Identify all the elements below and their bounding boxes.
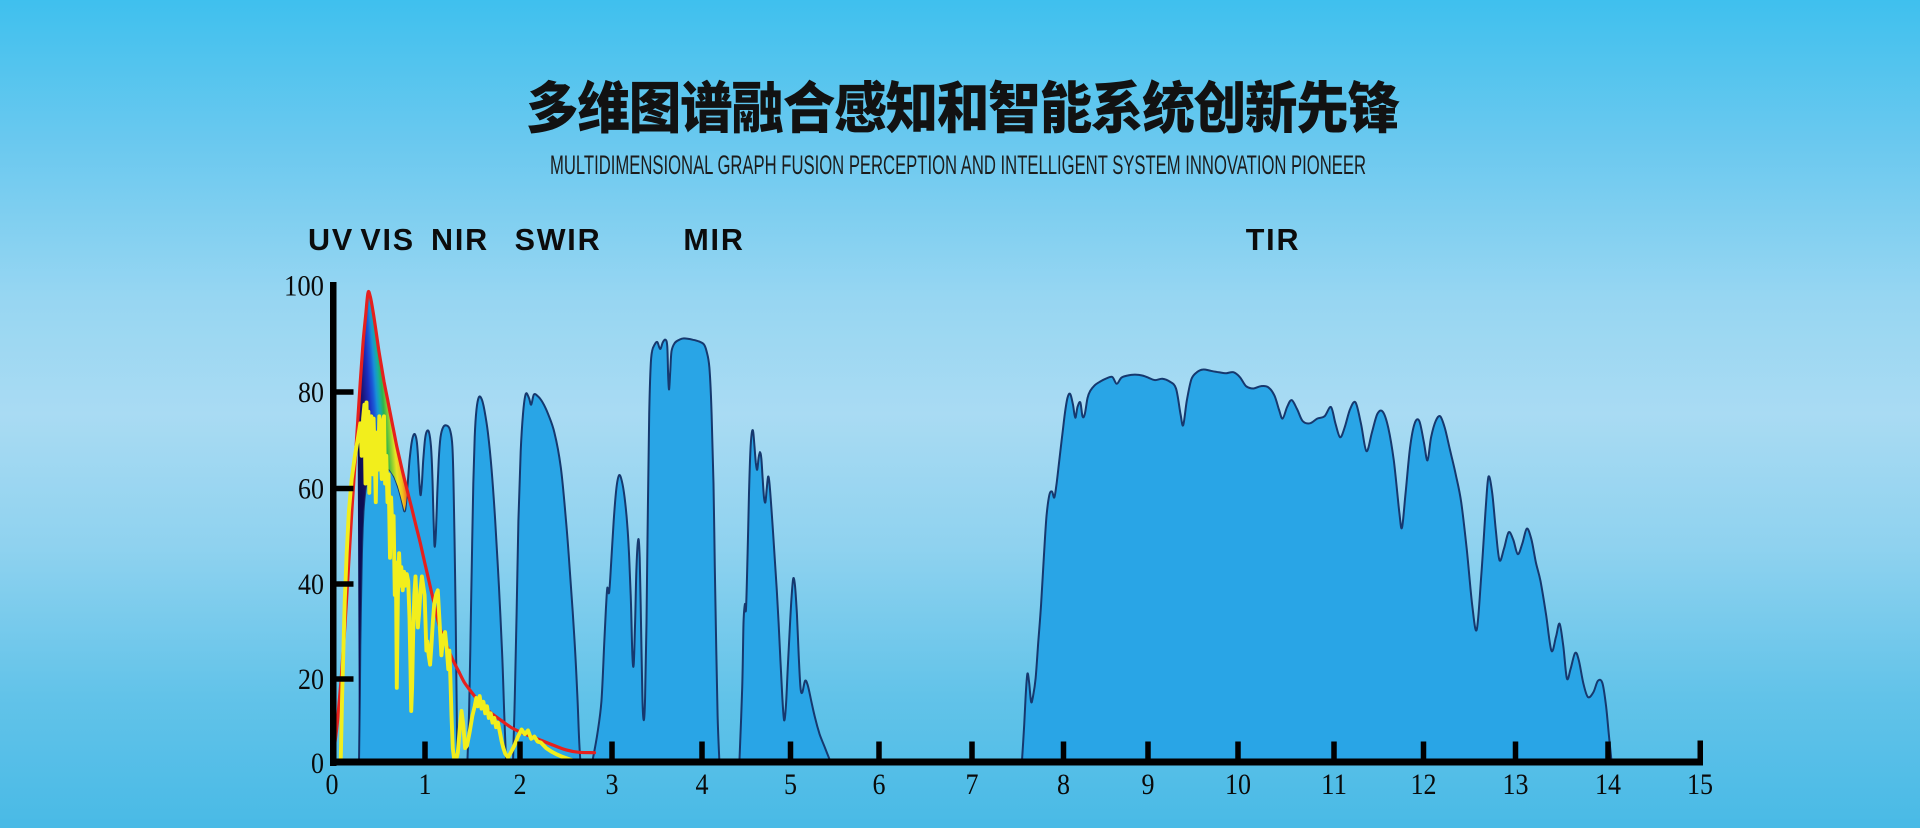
svg-text:11: 11 [1321,768,1347,801]
svg-text:UV: UV [308,223,354,257]
svg-text:20: 20 [298,663,324,696]
svg-text:MULTIDIMENSIONAL GRAPH FUSION: MULTIDIMENSIONAL GRAPH FUSION PERCEPTION… [550,150,1366,180]
svg-text:5: 5 [784,768,797,801]
svg-text:2: 2 [514,768,527,801]
svg-text:MIR: MIR [683,223,744,257]
svg-text:0: 0 [311,747,324,780]
svg-text:40: 40 [298,568,324,601]
svg-text:SWIR: SWIR [515,223,602,257]
svg-text:100: 100 [284,270,324,303]
svg-text:15: 15 [1687,768,1713,801]
svg-text:13: 13 [1503,768,1529,801]
svg-text:8: 8 [1057,768,1070,801]
svg-text:NIR: NIR [431,223,489,257]
svg-text:10: 10 [1225,768,1251,801]
svg-text:9: 9 [1142,768,1155,801]
svg-text:60: 60 [298,473,324,506]
svg-text:VIS: VIS [360,223,415,257]
svg-text:1: 1 [419,768,432,801]
svg-text:0: 0 [326,768,339,801]
svg-text:80: 80 [298,376,324,409]
svg-text:7: 7 [966,768,979,801]
svg-text:6: 6 [873,768,886,801]
svg-text:12: 12 [1411,768,1437,801]
svg-text:TIR: TIR [1246,223,1301,257]
svg-text:3: 3 [606,768,619,801]
svg-text:14: 14 [1595,768,1621,801]
svg-text:4: 4 [696,768,709,801]
